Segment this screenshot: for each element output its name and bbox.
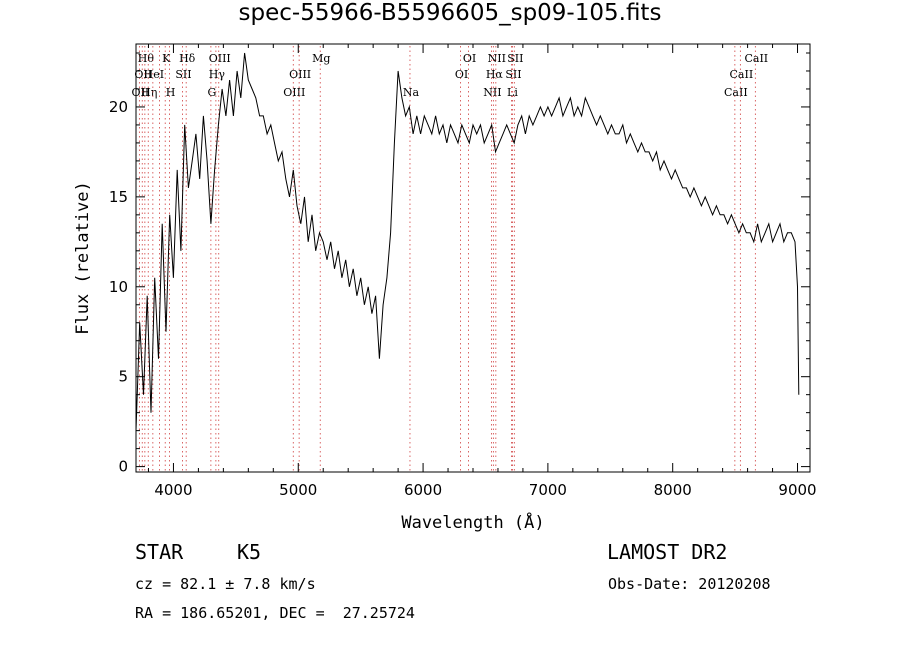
y-tick-label: 15 [109, 188, 128, 206]
spectral-line-label: OIII [289, 68, 311, 81]
survey-name: LAMOST DR2 [607, 540, 728, 564]
spectral-line-label: HeI [144, 68, 164, 81]
spectral-line-label: Na [403, 86, 420, 99]
x-tick-label: 7000 [529, 481, 567, 499]
x-tick-label: 5000 [279, 481, 317, 499]
spectral-line-label: Mg [312, 52, 330, 65]
spectral-line-label: NII [483, 86, 501, 99]
x-tick-label: 6000 [404, 481, 442, 499]
spectral-line-label: CaII [724, 86, 748, 99]
object-class: STAR [135, 540, 184, 564]
y-tick-label: 0 [118, 458, 128, 476]
y-tick-label: 5 [118, 368, 128, 386]
x-axis-label: Wavelength (Å) [401, 511, 544, 533]
spectral-line-label: H [166, 86, 176, 99]
plot-frame [135, 43, 811, 473]
spectral-line-label: Hγ [209, 68, 226, 81]
obs-date-text: Obs-Date: 20120208 [608, 575, 771, 593]
y-axis-label: Flux (relative) [73, 181, 93, 335]
spectral-line-label: Hα [486, 68, 504, 81]
x-tick-label: 8000 [654, 481, 692, 499]
spectral-line-label: SII [505, 68, 521, 81]
chart-title: spec-55966-B5596605_sp09-105.fits [238, 0, 662, 26]
spectral-line-label: CaII [744, 52, 768, 65]
spectral-line-label: G [207, 86, 216, 99]
y-tick-label: 20 [109, 98, 128, 116]
spectral-line-label: OI [463, 52, 476, 65]
spectral-line-label: OIII [283, 86, 305, 99]
redshift-text: cz = 82.1 ± 7.8 km/s [135, 575, 316, 593]
spectral-line-label: NII [488, 52, 506, 65]
spectrum-line [135, 52, 800, 431]
y-tick-label: 10 [109, 278, 128, 296]
object-subclass: K5 [237, 540, 262, 564]
spectral-line-label: CaII [730, 68, 754, 81]
spectral-line-label: Hδ [179, 52, 196, 65]
spectral-line-label: Hη [141, 86, 157, 99]
spectral-line-label: K [162, 52, 171, 65]
spectral-line-label: OIII [209, 52, 231, 65]
spectral-line-label: SII [507, 52, 523, 65]
x-tick-label: 9000 [778, 481, 816, 499]
spectral-line-label: OI [455, 68, 468, 81]
spectral-line-label: Hθ [138, 52, 155, 65]
coordinates-text: RA = 186.65201, DEC = 27.25724 [135, 604, 415, 622]
x-tick-label: 4000 [154, 481, 192, 499]
spectral-line-label: SII [175, 68, 191, 81]
